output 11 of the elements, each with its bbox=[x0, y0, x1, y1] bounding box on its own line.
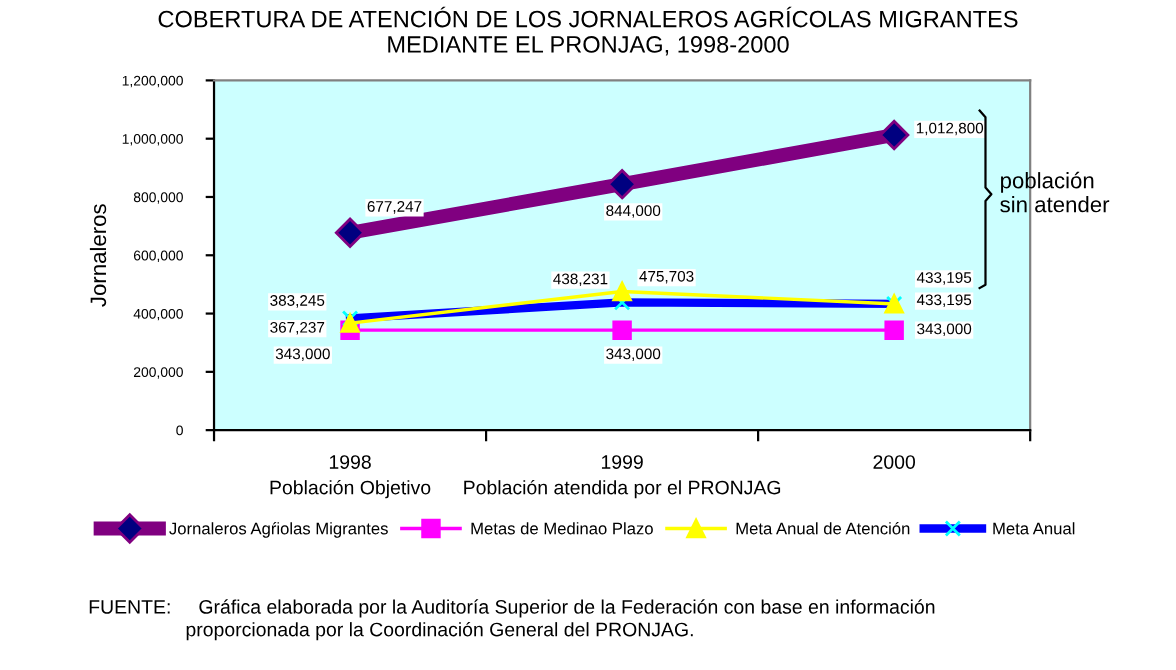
legend-label: Metas de Medinao Plazo bbox=[471, 522, 653, 535]
x-tick-label: 2000 bbox=[873, 455, 916, 469]
chart-title: COBERTURA DE ATENCIÓN DE LOS JORNALEROS AGRÍCOLAS MIGRANTES MEDIANTE EL PRONJAG, 1998-2000 bbox=[158, 6, 1018, 56]
y-axis-title: Jornaleros bbox=[89, 204, 107, 307]
legend-label: Meta Anual de Atención bbox=[736, 522, 910, 535]
legend-label: Jornaleros Agŕiolas Migrantes bbox=[169, 522, 388, 538]
source-note: FUENTE: Gráfica elaborada por la Auditoría Superior de la Federación con base en información proporcionada por la Coordinación General del PRONJAG. bbox=[89, 599, 935, 641]
x-tick-label: 1999 Población atendida por el PRONJAG bbox=[464, 455, 781, 499]
x-tick-label: 1998 Población Objetivo bbox=[270, 455, 431, 499]
legend-label: Meta Anual bbox=[993, 522, 1075, 535]
annotation: población sin atender bbox=[1000, 171, 1110, 213]
